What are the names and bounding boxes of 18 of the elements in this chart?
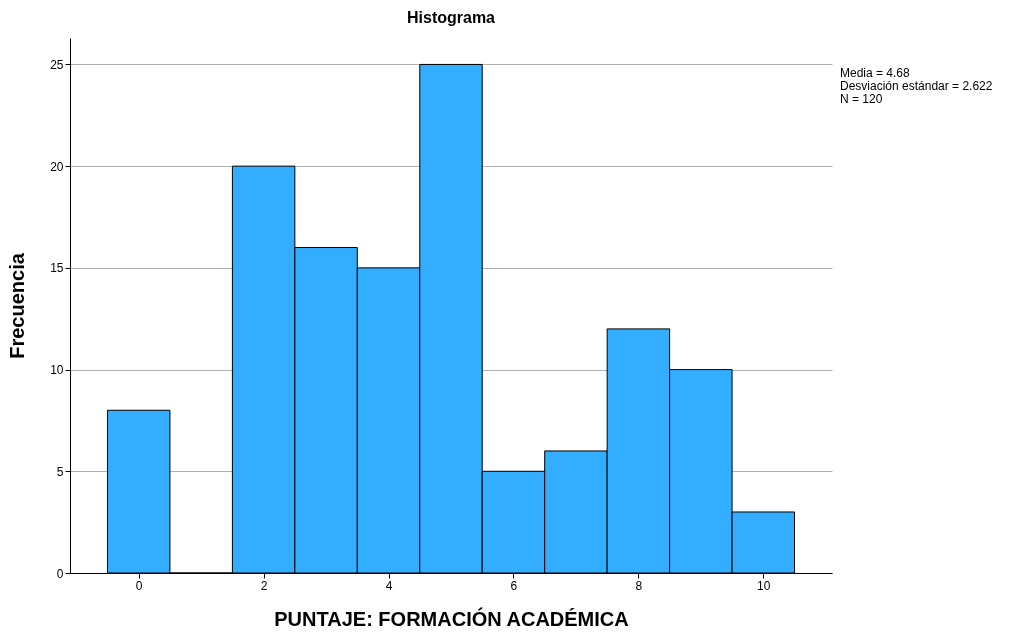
y-tick-label: 10 xyxy=(50,363,64,378)
x-tick-label: 2 xyxy=(260,578,268,593)
y-tick-label: 15 xyxy=(50,261,64,276)
text: N = 120 xyxy=(840,92,883,106)
x-tick-label: 4 xyxy=(385,578,393,593)
x-tick-label: 0 xyxy=(135,578,143,593)
text: Desviación estándar = 2.622 xyxy=(840,79,993,93)
y-tick-label: 25 xyxy=(50,57,64,72)
x-axis-title: PUNTAJE: FORMACIÓN ACADÉMICA xyxy=(274,606,629,630)
y-tick-label: 5 xyxy=(56,464,64,479)
y-tick-label: 0 xyxy=(56,566,64,581)
chart-title: Histograma xyxy=(406,9,496,26)
y-axis-title: Frecuencia xyxy=(6,252,29,359)
x-tick-label: 10 xyxy=(757,578,771,593)
text: Media = 4.68 xyxy=(840,66,911,80)
x-tick-label: 6 xyxy=(510,578,518,593)
x-tick-label: 8 xyxy=(635,578,643,593)
y-tick-label: 20 xyxy=(50,159,64,174)
